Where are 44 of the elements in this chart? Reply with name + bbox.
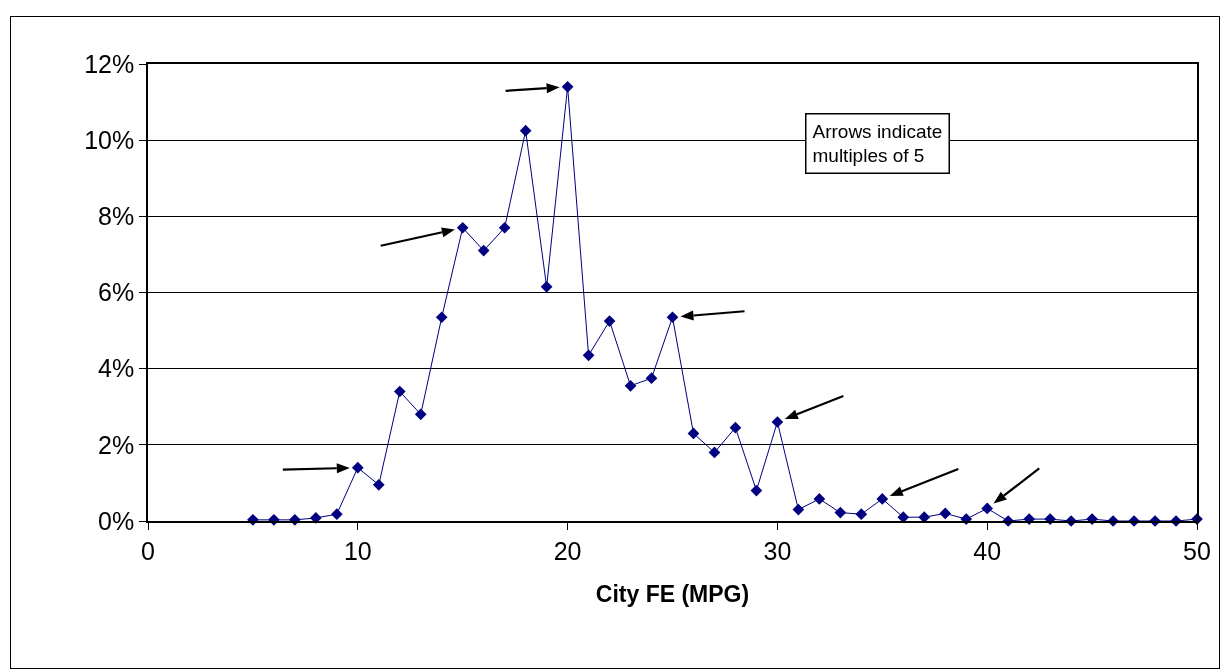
point: [729, 421, 742, 434]
x-tick-label: 0: [141, 537, 155, 565]
point: [603, 315, 616, 327]
point: [708, 446, 721, 459]
point: [750, 484, 763, 497]
point: [477, 244, 490, 257]
y-tick-label: 2%: [98, 430, 135, 459]
y-tick-label: 0%: [98, 506, 135, 535]
point: [876, 493, 889, 505]
point: [834, 506, 847, 519]
point: [498, 221, 511, 234]
y-tick-label: 4%: [98, 354, 135, 383]
point: [792, 503, 805, 516]
y-tick-label: 12%: [84, 49, 135, 78]
point: [372, 478, 385, 491]
point: [645, 372, 658, 385]
point: [351, 461, 364, 474]
point: [687, 427, 700, 440]
point: [414, 408, 427, 421]
x-tick-label: 20: [553, 537, 582, 565]
point: [771, 416, 784, 428]
point: [855, 508, 868, 520]
point: [981, 502, 994, 515]
x-axis-title: City FE (MPG): [595, 581, 750, 608]
point: [519, 124, 532, 137]
point: [330, 508, 343, 520]
y-tick-label: 10%: [84, 125, 135, 154]
point: [435, 311, 448, 324]
x-tick-label: 40: [973, 537, 1002, 565]
point: [624, 379, 637, 392]
point: [393, 385, 406, 398]
point: [456, 221, 469, 234]
point: [939, 507, 952, 520]
x-tick-label: 10: [343, 537, 372, 565]
point: [561, 81, 574, 93]
point: [813, 493, 826, 505]
x-tick-label: 30: [763, 537, 792, 565]
y-tick-label: 8%: [98, 202, 135, 231]
point: [582, 349, 595, 362]
point: [666, 311, 679, 324]
point: [540, 280, 553, 293]
annotation: Arrows indicate multiples of 5: [812, 120, 943, 167]
y-tick-label: 6%: [98, 278, 135, 307]
x-tick-label: 50: [1183, 537, 1211, 565]
